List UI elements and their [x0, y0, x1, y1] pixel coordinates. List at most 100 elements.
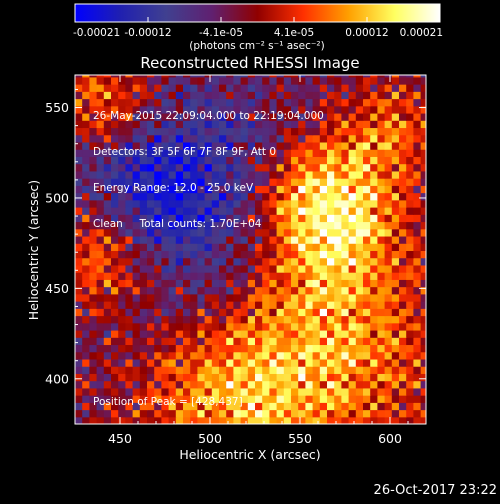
heatmap-cell: [363, 185, 371, 194]
heatmap-cell: [276, 286, 285, 295]
heatmap-cell: [262, 358, 270, 367]
heatmap-cell: [291, 192, 299, 201]
heatmap-cell: [197, 221, 206, 230]
heatmap-cell: [139, 301, 148, 309]
heatmap-cell: [283, 257, 292, 266]
heatmap-cell: [233, 207, 242, 215]
heatmap-cell: [89, 141, 98, 150]
heatmap-cell: [147, 156, 155, 165]
heatmap-cell: [341, 141, 350, 150]
heatmap-cell: [377, 358, 386, 367]
heatmap-cell: [190, 105, 198, 114]
heatmap-cell: [139, 402, 148, 411]
heatmap-cell: [384, 315, 393, 324]
heatmap-cell: [255, 156, 263, 165]
heatmap-cell: [204, 402, 213, 411]
heatmap-cell: [276, 127, 285, 136]
heatmap-cell: [377, 170, 386, 179]
heatmap-cell: [391, 243, 400, 251]
heatmap-cell: [111, 156, 119, 165]
heatmap-cell: [348, 416, 357, 424]
heatmap-cell: [219, 156, 227, 165]
heatmap-cell: [384, 76, 393, 85]
heatmap-cell: [319, 409, 328, 418]
heatmap-cell: [226, 272, 234, 280]
heatmap-cell: [341, 105, 350, 114]
heatmap-cell: [204, 358, 213, 367]
heatmap-cell: [391, 84, 400, 92]
heatmap-cell: [276, 366, 285, 374]
heatmap-cell: [319, 149, 328, 157]
heatmap-cell: [363, 308, 371, 317]
heatmap-cell: [262, 141, 270, 150]
heatmap-cell: [161, 344, 170, 353]
heatmap-cell: [262, 127, 270, 136]
heatmap-cell: [161, 322, 170, 331]
heatmap-cell: [327, 315, 335, 324]
heatmap-cell: [111, 250, 119, 259]
heatmap-cell: [334, 395, 342, 403]
heatmap-cell: [219, 207, 227, 215]
heatmap-cell: [406, 134, 414, 143]
heatmap-cell: [377, 98, 386, 107]
heatmap-cell: [247, 120, 256, 129]
heatmap-cell: [399, 134, 407, 143]
chart-title: Reconstructed RHESSI Image: [140, 54, 359, 72]
heatmap-cell: [183, 243, 191, 251]
heatmap-cell: [132, 214, 141, 223]
heatmap-cell: [291, 112, 299, 121]
heatmap-cell: [82, 149, 90, 157]
heatmap-cell: [132, 286, 141, 295]
heatmap-cell: [147, 358, 155, 367]
heatmap-cell: [363, 207, 371, 215]
heatmap-cell: [183, 329, 191, 338]
heatmap-cell: [226, 221, 234, 230]
heatmap-cell: [204, 373, 213, 382]
heatmap-cell: [283, 112, 292, 121]
heatmap-cell: [247, 156, 256, 165]
heatmap-cell: [312, 373, 321, 382]
heatmap-cell: [197, 84, 206, 92]
heatmap-cell: [255, 286, 263, 295]
heatmap-cell: [219, 409, 227, 418]
heatmap-cell: [211, 264, 220, 273]
heatmap-cell: [139, 279, 148, 288]
heatmap-cell: [226, 301, 234, 309]
heatmap-cell: [334, 402, 342, 411]
heatmap-cell: [269, 75, 278, 78]
heatmap-cell: [406, 163, 414, 172]
heatmap-cell: [190, 149, 198, 157]
heatmap-cell: [262, 120, 270, 129]
heatmap-cell: [125, 156, 134, 165]
heatmap-cell: [334, 141, 342, 150]
heatmap-cell: [89, 308, 98, 317]
heatmap-cell: [147, 329, 155, 338]
heatmap-cell: [211, 315, 220, 324]
heatmap-cell: [96, 301, 105, 309]
heatmap-cell: [399, 221, 407, 230]
heatmap-cell: [348, 272, 357, 280]
heatmap-cell: [348, 221, 357, 230]
heatmap-cell: [233, 387, 242, 396]
heatmap-cell: [139, 75, 148, 78]
heatmap-cell: [183, 185, 191, 194]
heatmap-cell: [370, 170, 378, 179]
heatmap-cell: [89, 409, 98, 418]
heatmap-cell: [190, 272, 198, 280]
heatmap-cell: [147, 84, 155, 92]
heatmap-cell: [247, 127, 256, 136]
heatmap-cell: [384, 373, 393, 382]
heatmap-cell: [370, 221, 378, 230]
heatmap-cell: [139, 185, 148, 194]
heatmap-cell: [406, 257, 414, 266]
heatmap-cell: [276, 243, 285, 251]
heatmap-cell: [391, 257, 400, 266]
heatmap-cell: [132, 76, 141, 85]
heatmap-cell: [118, 207, 126, 215]
heatmap-cell: [291, 243, 299, 251]
heatmap-cell: [75, 163, 83, 172]
heatmap-cell: [219, 250, 227, 259]
heatmap-cell: [269, 127, 278, 136]
heatmap-cell: [348, 351, 357, 360]
heatmap-cell: [75, 156, 83, 165]
